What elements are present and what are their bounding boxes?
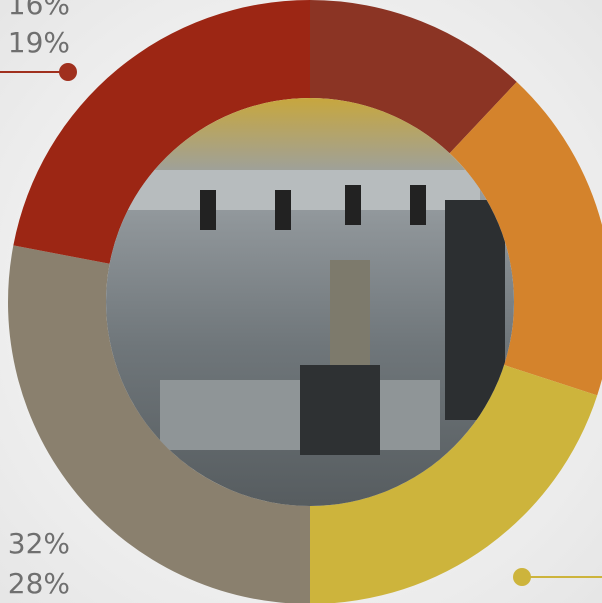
annotation: 28%	[8, 567, 70, 600]
donut-slice	[310, 0, 517, 154]
leader-dot	[59, 63, 77, 81]
annotation: 16%	[8, 0, 70, 21]
donut-slice	[13, 0, 311, 264]
donut	[8, 0, 602, 603]
leader-dot	[513, 568, 531, 586]
donut-slice	[449, 81, 602, 396]
photo	[106, 98, 514, 506]
donut-slice	[8, 245, 310, 603]
annotation: 32%	[8, 527, 70, 560]
donut-slice	[310, 365, 598, 603]
annotation: 19%	[8, 26, 70, 59]
